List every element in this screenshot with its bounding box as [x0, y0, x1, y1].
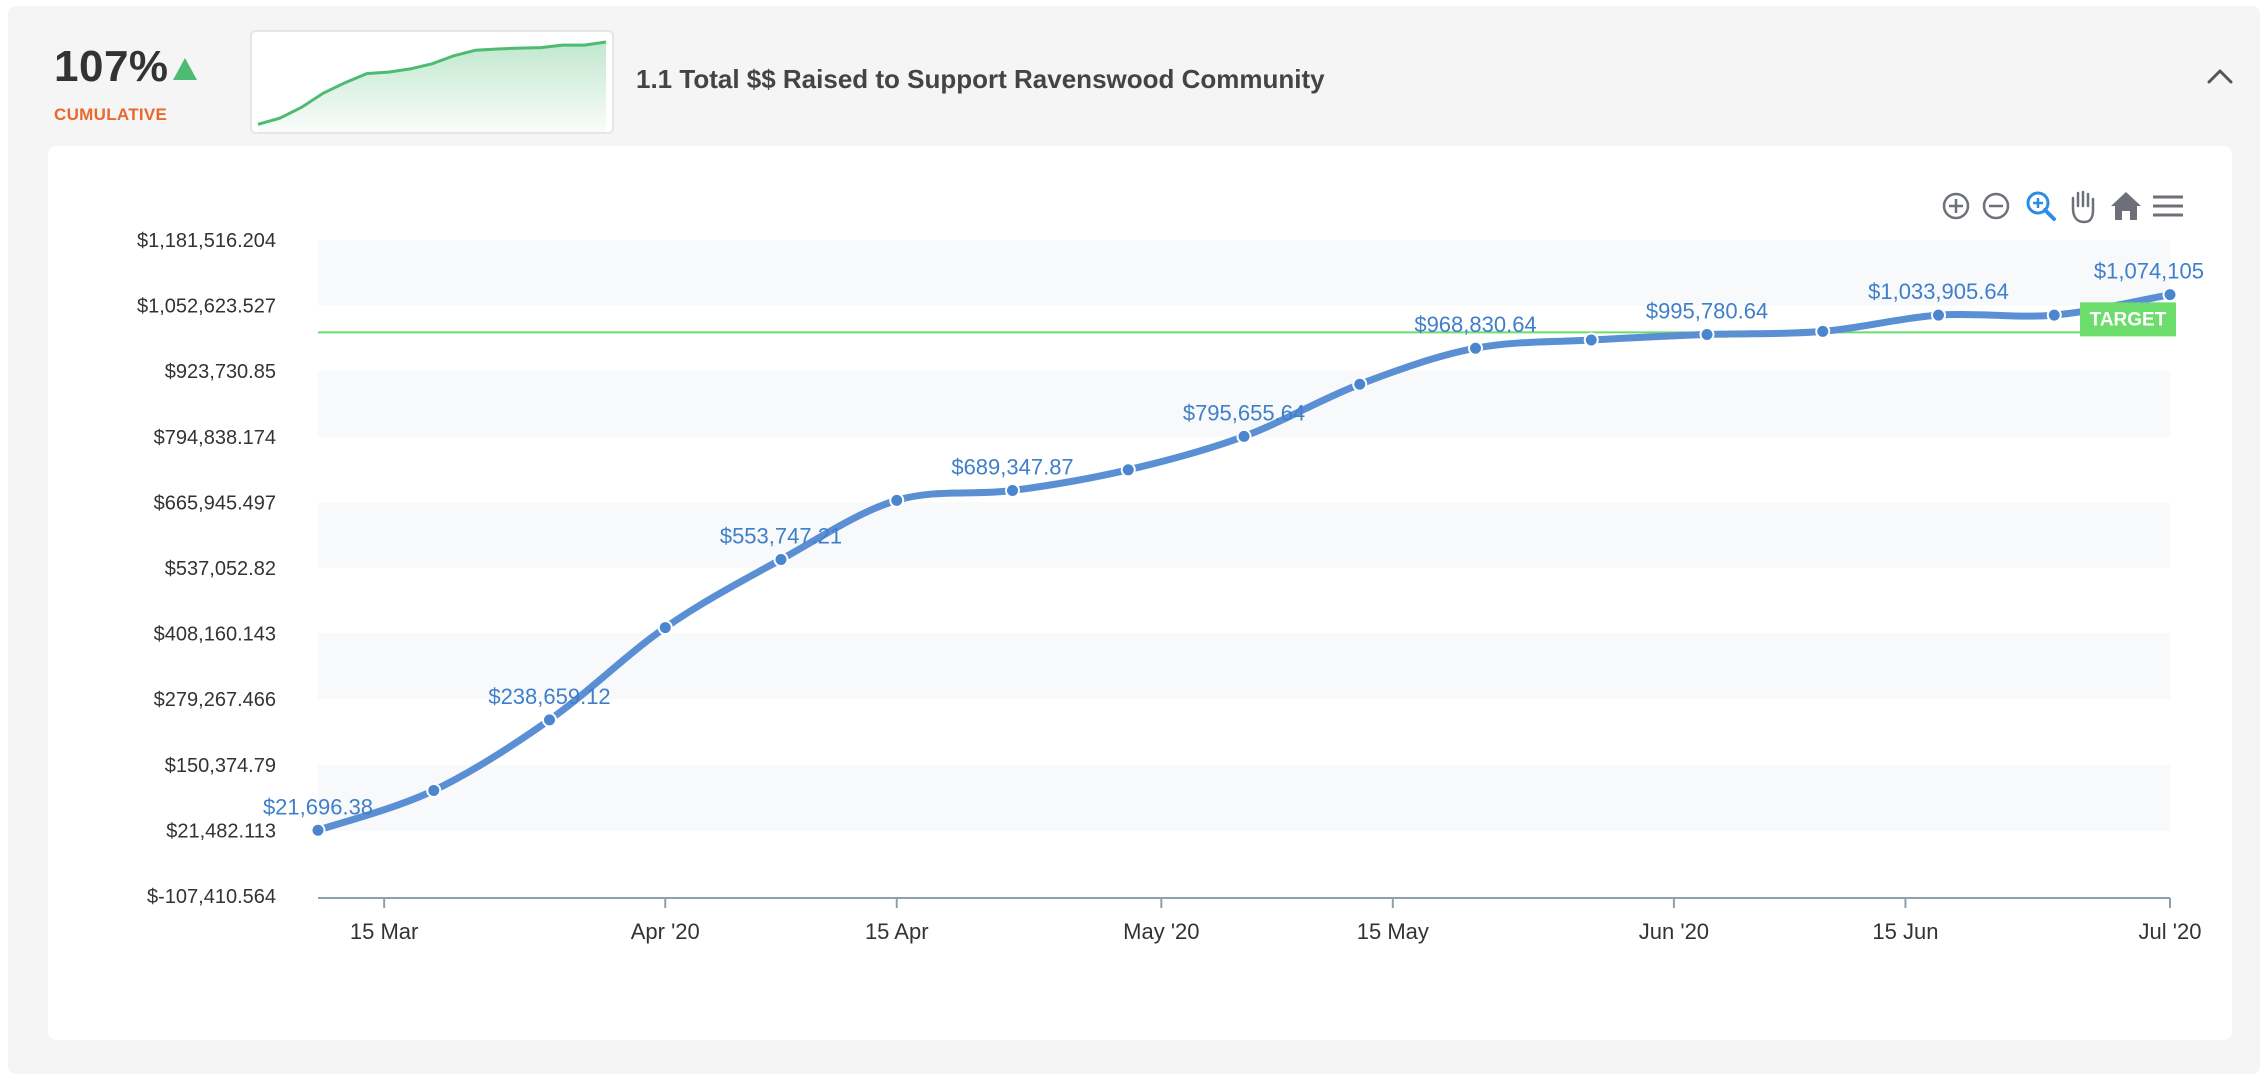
y-tick-label: $794,838.174: [154, 427, 276, 449]
trend-up-triangle-icon: [173, 58, 197, 80]
y-tick-label: $1,181,516.204: [137, 230, 276, 252]
menu-icon: [2153, 195, 2183, 217]
pan-icon: [2071, 190, 2095, 224]
series-line: [314, 291, 2174, 834]
reset-zoom-home-icon: [2111, 192, 2141, 220]
data-point: [1120, 462, 1136, 478]
y-tick-label: $21,482.113: [166, 820, 276, 842]
data-label: $995,780.64: [1646, 299, 1768, 324]
data-point: [1583, 332, 1599, 348]
data-point: [1815, 323, 1831, 339]
data-point: [310, 822, 326, 838]
data-point: [1468, 340, 1483, 356]
data-point: [1236, 428, 1252, 444]
data-point: [542, 712, 557, 728]
data-label: $1,033,905.64: [1868, 279, 2009, 304]
data-point: [2162, 287, 2178, 303]
grid-band: [318, 502, 2170, 568]
y-tick-label: $923,730.85: [165, 361, 276, 383]
chart-menu-button[interactable]: [2150, 186, 2186, 226]
sparkline-line: [257, 40, 607, 126]
line-chart[interactable]: $1,181,516.204 $1,052,623.527 $923,730.85 $…: [48, 146, 2232, 1040]
reset-zoom-button[interactable]: [2108, 186, 2144, 226]
selection-zoom-button[interactable]: [2022, 186, 2058, 226]
y-tick-label: $537,052.82: [165, 558, 276, 580]
sparkline-thumbnail: [250, 30, 614, 134]
data-label: $553,747.21: [720, 524, 842, 549]
selection-zoom-icon: [2026, 191, 2056, 221]
zoom-out-icon: [1982, 192, 2010, 220]
y-tick-label: $1,052,623.527: [137, 296, 276, 318]
zoom-out-button[interactable]: [1978, 186, 2014, 226]
x-tick-label: Jun '20: [1639, 919, 1709, 944]
x-tick-label: 15 Jun: [1872, 919, 1938, 944]
target-label: TARGET: [2090, 309, 2167, 330]
y-tick-label: $-107,410.564: [147, 886, 276, 908]
x-tick-label: Apr '20: [631, 919, 700, 944]
card-header[interactable]: 107% CUMULATIVE 1.1 Total $$ Raised to S…: [8, 6, 2260, 146]
data-point: [657, 620, 673, 636]
x-tick-label: 15 May: [1357, 919, 1429, 944]
data-point: [426, 782, 442, 798]
data-label: $795,655.64: [1183, 400, 1305, 425]
kpi-value: 107%: [54, 42, 169, 91]
target-badge: [2080, 302, 2176, 337]
pan-button[interactable]: [2064, 186, 2100, 226]
y-tick-label: $665,945.497: [154, 492, 276, 514]
grid-band: [318, 371, 2170, 437]
data-point: [773, 552, 789, 568]
data-label: $1,074,105: [2094, 259, 2204, 284]
x-tick-label: 15 Mar: [350, 919, 418, 944]
data-point: [1699, 327, 1715, 343]
y-tick-label: $408,160.143: [154, 624, 276, 646]
zoom-in-icon: [1942, 192, 1970, 220]
data-point: [889, 492, 905, 508]
sparkline-chart: [257, 40, 607, 132]
chevron-up-icon: [2207, 69, 2233, 84]
grid-band: [318, 764, 2170, 831]
page-title: 1.1 Total $$ Raised to Support Ravenswoo…: [636, 64, 1325, 94]
y-tick-label: $150,374.79: [165, 755, 276, 777]
x-tick-label: Jul '20: [2139, 919, 2202, 944]
data-point: [2046, 307, 2062, 323]
zoom-in-button[interactable]: [1938, 186, 1974, 226]
collapse-button[interactable]: [2206, 62, 2234, 90]
y-tick-label: $279,267.466: [154, 689, 276, 711]
data-label: $968,830.64: [1414, 312, 1536, 337]
data-label: $238,659.12: [488, 684, 610, 709]
sparkline-area: [258, 42, 606, 132]
data-point: [1005, 482, 1020, 498]
chart-panel: $1,181,516.204 $1,052,623.527 $923,730.85 $…: [48, 146, 2232, 1040]
data-point: [1931, 307, 1946, 323]
x-tick-label: May '20: [1123, 919, 1199, 944]
data-label: $689,347.87: [951, 454, 1073, 479]
data-point: [1352, 376, 1368, 392]
kpi-card: 107% CUMULATIVE 1.1 Total $$ Raised to S…: [8, 6, 2260, 1074]
x-tick-label: 15 Apr: [865, 919, 929, 944]
chart-toolbar: [1938, 186, 2208, 226]
grid-band: [318, 240, 2170, 306]
grid-band: [318, 633, 2170, 700]
kpi-label: CUMULATIVE: [54, 105, 168, 124]
data-label: $21,696.38: [263, 794, 373, 819]
